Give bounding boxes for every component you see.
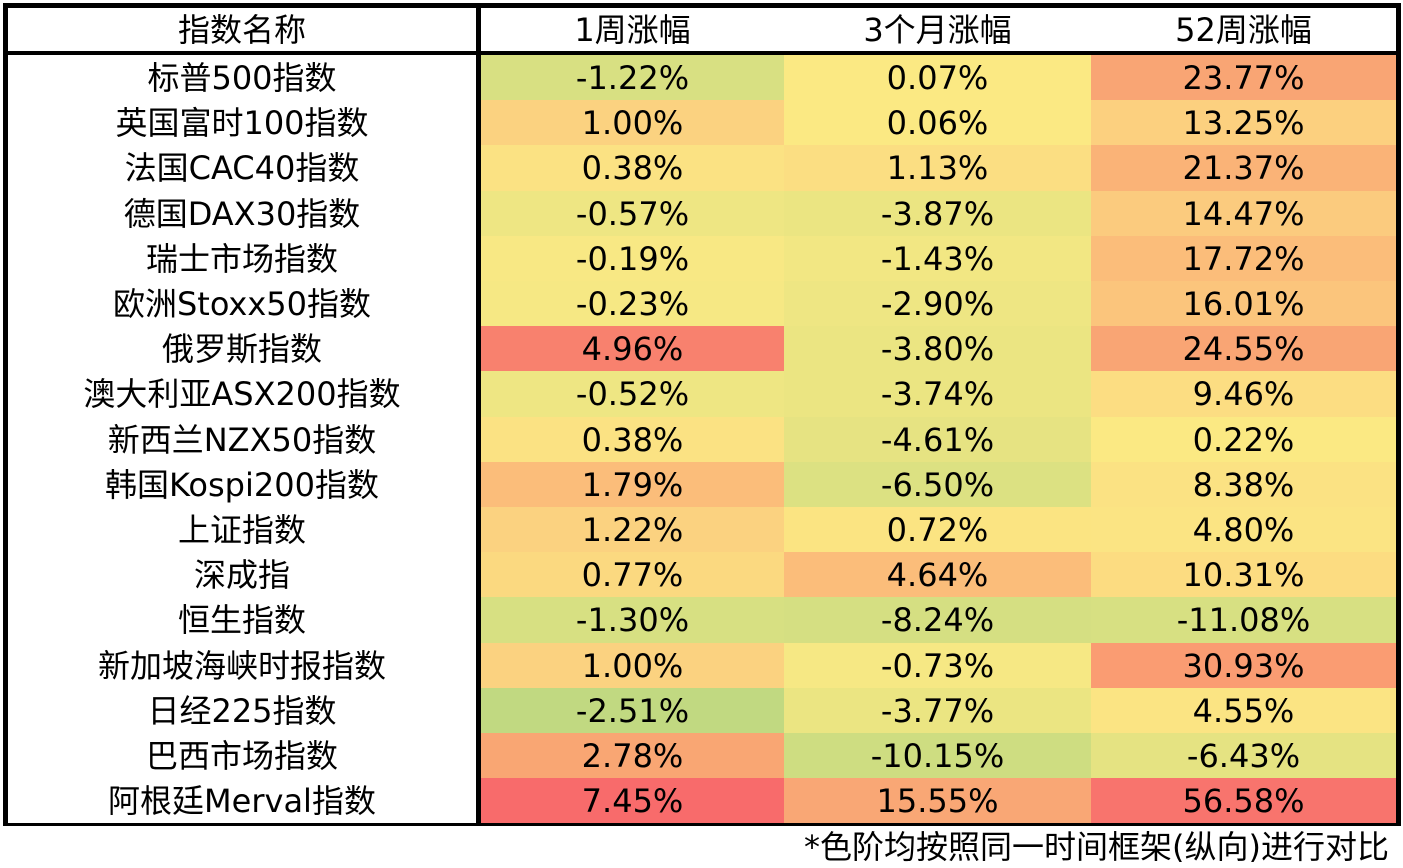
index-name-cell: 英国富时100指数	[8, 100, 476, 145]
return-cell-fifty-two-week: 24.55%	[1091, 326, 1396, 371]
index-name-cell: 俄罗斯指数	[8, 326, 476, 371]
return-cell-fifty-two-week: 16.01%	[1091, 281, 1396, 326]
index-name-cell: 法国CAC40指数	[8, 145, 476, 191]
return-cell-week: -0.57%	[481, 191, 784, 236]
return-cell-week: 1.22%	[481, 507, 784, 552]
index-name-cell: 瑞士市场指数	[8, 236, 476, 281]
return-cell-week: 4.96%	[481, 326, 784, 371]
return-cell-three-month: 1.13%	[784, 145, 1091, 191]
return-cell-three-month: -4.61%	[784, 417, 1091, 462]
return-cell-three-month: 0.07%	[784, 55, 1091, 100]
return-cell-week: -0.23%	[481, 281, 784, 326]
return-cell-week: 0.38%	[481, 145, 784, 191]
index-name-cell: 韩国Kospi200指数	[8, 462, 476, 507]
return-cell-fifty-two-week: -6.43%	[1091, 733, 1396, 778]
return-cell-fifty-two-week: 8.38%	[1091, 462, 1396, 507]
return-cell-three-month: -2.90%	[784, 281, 1091, 326]
return-cell-week: 0.38%	[481, 417, 784, 462]
return-cell-week: 1.00%	[481, 643, 784, 688]
return-cell-three-month: -8.24%	[784, 597, 1091, 643]
return-cell-three-month: -3.74%	[784, 371, 1091, 417]
return-cell-fifty-two-week: 56.58%	[1091, 778, 1396, 823]
return-cell-fifty-two-week: 0.22%	[1091, 417, 1396, 462]
index-name-cell: 巴西市场指数	[8, 733, 476, 778]
return-cell-week: -1.22%	[481, 55, 784, 100]
return-cell-week: 0.77%	[481, 552, 784, 597]
index-name-cell: 澳大利亚ASX200指数	[8, 371, 476, 417]
return-cell-three-month: 0.06%	[784, 100, 1091, 145]
index-name-cell: 欧洲Stoxx50指数	[8, 281, 476, 326]
return-cell-week: -1.30%	[481, 597, 784, 643]
return-cell-week: -2.51%	[481, 688, 784, 733]
index-name-cell: 标普500指数	[8, 55, 476, 100]
return-cell-three-month: -3.87%	[784, 191, 1091, 236]
index-name-cell: 德国DAX30指数	[8, 191, 476, 236]
column-header-three-month: 3个月涨幅	[784, 8, 1091, 51]
return-cell-fifty-two-week: -11.08%	[1091, 597, 1396, 643]
return-cell-three-month: -3.77%	[784, 688, 1091, 733]
footnote: *色阶均按照同一时间框架(纵向)进行对比	[804, 828, 1389, 866]
return-cell-fifty-two-week: 23.77%	[1091, 55, 1396, 100]
return-cell-three-month: -1.43%	[784, 236, 1091, 281]
index-name-cell: 深成指	[8, 552, 476, 597]
return-cell-fifty-two-week: 9.46%	[1091, 371, 1396, 417]
index-name-cell: 上证指数	[8, 507, 476, 552]
return-cell-three-month: 4.64%	[784, 552, 1091, 597]
return-cell-week: -0.52%	[481, 371, 784, 417]
column-header-name: 指数名称	[8, 8, 476, 51]
return-cell-fifty-two-week: 10.31%	[1091, 552, 1396, 597]
return-cell-three-month: -10.15%	[784, 733, 1091, 778]
return-cell-week: -0.19%	[481, 236, 784, 281]
return-cell-three-month: -3.80%	[784, 326, 1091, 371]
index-name-cell: 新西兰NZX50指数	[8, 417, 476, 462]
index-returns-table: 指数名称 1周涨幅 3个月涨幅 52周涨幅标普500指数 -1.22% 0.07% 23.7…	[3, 3, 1401, 826]
return-cell-week: 1.00%	[481, 100, 784, 145]
column-header-week: 1周涨幅	[481, 8, 784, 51]
return-cell-three-month: -0.73%	[784, 643, 1091, 688]
return-cell-fifty-two-week: 4.80%	[1091, 507, 1396, 552]
return-cell-fifty-two-week: 4.55%	[1091, 688, 1396, 733]
return-cell-three-month: 0.72%	[784, 507, 1091, 552]
return-cell-week: 2.78%	[481, 733, 784, 778]
return-cell-fifty-two-week: 17.72%	[1091, 236, 1396, 281]
index-name-cell: 阿根廷Merval指数	[8, 778, 476, 823]
return-cell-week: 1.79%	[481, 462, 784, 507]
return-cell-fifty-two-week: 21.37%	[1091, 145, 1396, 191]
return-cell-fifty-two-week: 13.25%	[1091, 100, 1396, 145]
column-header-fifty-two-week: 52周涨幅	[1091, 8, 1396, 51]
return-cell-week: 7.45%	[481, 778, 784, 823]
index-name-cell: 日经225指数	[8, 688, 476, 733]
return-cell-fifty-two-week: 30.93%	[1091, 643, 1396, 688]
return-cell-three-month: -6.50%	[784, 462, 1091, 507]
index-name-cell: 恒生指数	[8, 597, 476, 643]
return-cell-three-month: 15.55%	[784, 778, 1091, 823]
index-name-cell: 新加坡海峡时报指数	[8, 643, 476, 688]
return-cell-fifty-two-week: 14.47%	[1091, 191, 1396, 236]
